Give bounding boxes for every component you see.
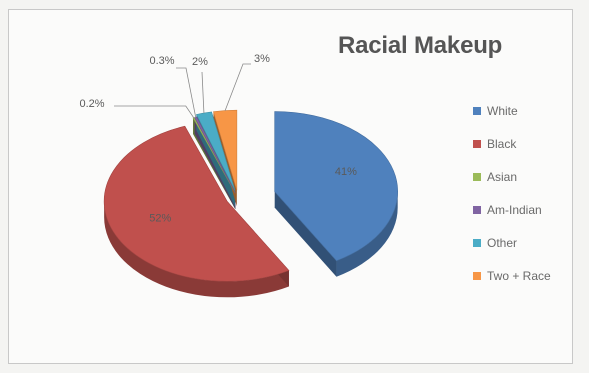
legend-item-two-race: Two + Race [473,259,568,292]
pie-slice-0 [274,111,398,262]
legend-label-am-indian: Am-Indian [487,202,542,217]
legend-label-two-race: Two + Race [487,268,551,283]
leader-line-two-race [224,63,251,111]
pie-slice-3 [194,116,236,194]
legend-swatch-am-indian [473,205,481,214]
legend-label-other: Other [487,235,518,250]
pie-face-0-1 [274,191,337,277]
pie-slice-5 [213,109,238,191]
data-label-white: 41% [335,166,357,178]
legend-item-am-indian: Am-Indian [473,193,568,226]
legend-swatch-white [473,106,481,115]
leader-line-other [201,71,205,114]
legend-swatch-two-race [473,271,481,280]
pie-side-0 [336,191,398,277]
data-label-other: 2% [192,56,208,68]
legend-swatch-black [473,139,481,148]
data-label-asian: 0.2% [79,98,104,110]
legend-item-black: Black [473,127,568,160]
data-label-am-indian: 0.3% [149,55,174,67]
legend-swatch-other [473,238,481,247]
legend-item-other: Other [473,226,568,259]
legend-label-asian: Asian [487,169,518,184]
pie-side-1 [104,201,289,298]
legend-item-white: White [473,94,568,127]
data-label-two-race: 3% [254,53,270,65]
leader-line-asian [114,105,195,119]
chart-title: Racial Makeup [338,32,503,59]
legend-item-asian: Asian [473,160,568,193]
pie-slice-1 [103,125,290,282]
legend-label-black: Black [487,136,517,151]
legend-label-white: White [487,103,518,118]
legend-swatch-asian [473,172,481,181]
leader-line-am-indian [176,67,197,118]
data-label-black: 52% [149,213,171,225]
legend: White Black Asian Am-Indian Other Two + … [473,94,568,292]
